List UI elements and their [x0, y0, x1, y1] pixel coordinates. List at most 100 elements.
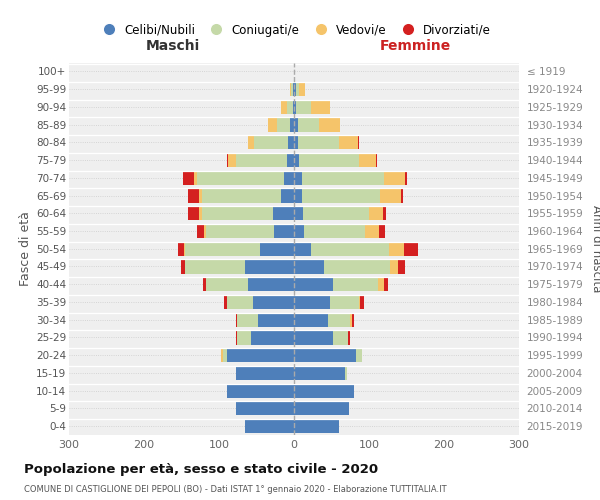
Bar	[185, 242, 260, 256]
Bar	[302, 188, 380, 202]
Text: Maschi: Maschi	[145, 39, 200, 53]
Bar	[355, 348, 361, 362]
Bar	[405, 170, 407, 185]
Bar	[319, 118, 340, 132]
Text: Femmine: Femmine	[380, 39, 451, 53]
Y-axis label: Fasce di età: Fasce di età	[19, 212, 32, 286]
Bar	[365, 224, 379, 238]
Bar	[369, 206, 383, 220]
Bar	[245, 419, 294, 433]
Bar	[287, 100, 293, 114]
Bar	[248, 135, 254, 150]
Bar	[311, 242, 389, 256]
Bar	[293, 100, 294, 114]
Bar	[221, 348, 223, 362]
Bar	[304, 224, 365, 238]
Bar	[236, 402, 294, 415]
Bar	[384, 277, 388, 291]
Bar	[294, 277, 333, 291]
Bar	[401, 188, 403, 202]
Bar	[389, 242, 404, 256]
Bar	[333, 330, 348, 344]
Bar	[294, 384, 354, 398]
Bar	[253, 295, 294, 309]
Bar	[203, 277, 206, 291]
Bar	[294, 366, 345, 380]
Bar	[380, 188, 401, 202]
Bar	[294, 170, 302, 185]
Bar	[206, 277, 248, 291]
Bar	[237, 330, 251, 344]
Bar	[404, 242, 418, 256]
Bar	[185, 260, 245, 274]
Bar	[298, 135, 339, 150]
Text: Popolazione per età, sesso e stato civile - 2020: Popolazione per età, sesso e stato civil…	[24, 462, 378, 475]
Bar	[298, 118, 319, 132]
Bar	[227, 384, 294, 398]
Bar	[294, 100, 296, 114]
Bar	[245, 260, 294, 274]
Bar	[345, 366, 347, 380]
Bar	[294, 118, 298, 132]
Bar	[303, 206, 369, 220]
Bar	[248, 277, 294, 291]
Bar	[390, 260, 398, 274]
Bar	[296, 100, 311, 114]
Bar	[197, 224, 204, 238]
Bar	[358, 135, 359, 150]
Bar	[202, 206, 273, 220]
Bar	[197, 170, 284, 185]
Bar	[199, 206, 202, 220]
Bar	[294, 312, 328, 327]
Bar	[339, 135, 358, 150]
Bar	[187, 188, 199, 202]
Bar	[294, 135, 298, 150]
Bar	[378, 277, 384, 291]
Bar	[178, 242, 184, 256]
Bar	[294, 260, 324, 274]
Bar	[299, 82, 305, 96]
Bar	[235, 366, 294, 380]
Bar	[311, 100, 330, 114]
Bar	[235, 330, 237, 344]
Bar	[360, 295, 364, 309]
Bar	[288, 135, 294, 150]
Bar	[294, 188, 302, 202]
Bar	[348, 330, 349, 344]
Bar	[296, 82, 299, 96]
Bar	[273, 206, 294, 220]
Bar	[251, 330, 294, 344]
Bar	[294, 330, 333, 344]
Bar	[183, 170, 194, 185]
Bar	[284, 170, 294, 185]
Bar	[237, 312, 258, 327]
Bar	[294, 153, 299, 167]
Bar	[291, 82, 293, 96]
Bar	[258, 312, 294, 327]
Bar	[181, 260, 185, 274]
Bar	[324, 260, 390, 274]
Bar	[350, 312, 352, 327]
Bar	[274, 224, 294, 238]
Legend: Celibi/Nubili, Coniugati/e, Vedovi/e, Divorziati/e: Celibi/Nubili, Coniugati/e, Vedovi/e, Di…	[93, 20, 495, 40]
Bar	[294, 348, 355, 362]
Bar	[352, 312, 354, 327]
Bar	[384, 170, 405, 185]
Bar	[227, 348, 294, 362]
Bar	[268, 118, 277, 132]
Bar	[398, 260, 405, 274]
Y-axis label: Anni di nascita: Anni di nascita	[590, 205, 600, 292]
Bar	[184, 242, 185, 256]
Bar	[254, 135, 288, 150]
Bar	[235, 153, 287, 167]
Bar	[294, 242, 311, 256]
Bar	[294, 82, 296, 96]
Bar	[187, 206, 199, 220]
Bar	[281, 100, 287, 114]
Bar	[227, 153, 228, 167]
Bar	[359, 295, 360, 309]
Bar	[290, 118, 294, 132]
Bar	[302, 170, 384, 185]
Bar	[379, 224, 385, 238]
Bar	[294, 224, 304, 238]
